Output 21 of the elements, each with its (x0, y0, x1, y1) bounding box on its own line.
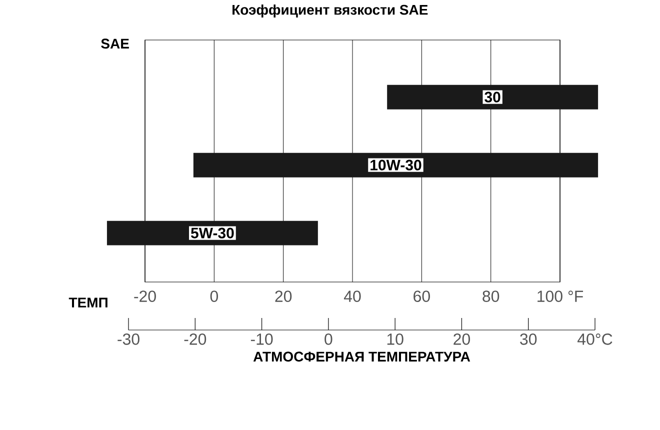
x2-tick-label: 10 (387, 334, 404, 345)
x2-tick-label: -10 (250, 334, 273, 345)
x-tick-label: 60 (414, 290, 430, 302)
x2-tick-label: -20 (184, 334, 206, 345)
x-tick-label: -20 (134, 290, 156, 302)
x-tick-label: 40 (344, 290, 361, 302)
x2-tick-label: -30 (118, 334, 140, 345)
x-axis-title: ТЕМП (68, 298, 108, 308)
x2-tick-label: 30 (520, 334, 537, 345)
x-tick-label: 0 (210, 290, 218, 302)
x2-tick-label: 20 (454, 334, 470, 345)
y-axis-title: SAE (101, 38, 129, 49)
x-tick-label: 80 (482, 290, 500, 302)
y-tick-label: 10W-30 (370, 160, 422, 170)
x-tick-label: 100 °F (538, 290, 584, 302)
x2-tick-label: 40°C (578, 334, 612, 345)
x2-tick-label: 0 (324, 334, 332, 345)
x-tick-label: 20 (275, 290, 292, 302)
y-tick-label: 5W-30 (190, 228, 234, 238)
chart-title: Коэффициент вязкости SAE (232, 4, 428, 18)
x2-axis-title: АТМОСФЕРНАЯ ТЕМПЕРАТУРА (253, 352, 470, 362)
